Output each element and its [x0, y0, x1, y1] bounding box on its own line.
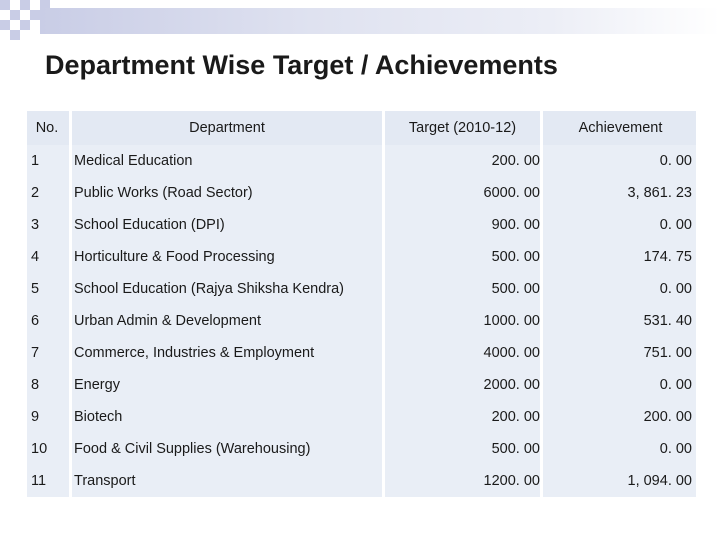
cell-achievement: 0. 00 — [659, 281, 692, 297]
cell-achievement: 1, 094. 00 — [627, 473, 693, 489]
cell-achievement: 0. 00 — [659, 441, 692, 457]
table-row: 3 School Education (DPI) 900. 00 0. 00 — [27, 209, 696, 241]
cell-no: 2 — [31, 185, 40, 201]
table-row: 1 Medical Education 200. 00 0. 00 — [27, 145, 696, 177]
header-achievement: Achievement — [578, 120, 663, 136]
table-row: 11 Transport 1200. 00 1, 094. 00 — [27, 465, 696, 497]
cell-department: Commerce, Industries & Employment — [74, 345, 315, 361]
cell-target: 200. 00 — [491, 153, 540, 169]
header-department: Department — [189, 120, 265, 136]
table-row: 6 Urban Admin & Development 1000. 00 531. 4… — [27, 305, 696, 337]
cell-target: 500. 00 — [491, 441, 540, 457]
table-row: 2 Public Works (Road Sector) 6000. 00 3, 86… — [27, 177, 696, 209]
cell-achievement: 200. 00 — [643, 409, 692, 425]
cell-department: Biotech — [74, 409, 123, 425]
cell-no: 3 — [31, 217, 40, 233]
cell-achievement: 3, 861. 23 — [627, 185, 693, 201]
cell-no: 9 — [31, 409, 40, 425]
cell-no: 6 — [31, 313, 40, 329]
cell-department: Transport — [74, 473, 136, 489]
cell-target: 500. 00 — [491, 281, 540, 297]
cell-no: 8 — [31, 377, 40, 393]
cell-achievement: 531. 40 — [643, 313, 692, 329]
cell-achievement: 0. 00 — [659, 153, 692, 169]
cell-department: Urban Admin & Development — [74, 313, 261, 329]
targets-table: No. Department Target (2010-12) Achievem… — [27, 111, 696, 497]
cell-target: 1000. 00 — [483, 313, 540, 329]
cell-no: 1 — [31, 153, 40, 169]
cell-department: School Education (DPI) — [74, 217, 225, 233]
table-row: 8 Energy 2000. 00 0. 00 — [27, 369, 696, 401]
cell-target: 4000. 00 — [483, 345, 540, 361]
cell-target: 200. 00 — [491, 409, 540, 425]
cell-department: School Education (Rajya Shiksha Kendra) — [74, 281, 345, 297]
page-title: Department Wise Target / Achievements — [45, 50, 558, 80]
cell-achievement: 751. 00 — [643, 345, 692, 361]
cell-no: 7 — [31, 345, 40, 361]
table-row: 5 School Education (Rajya Shiksha Kendra)… — [27, 273, 696, 305]
cell-target: 6000. 00 — [483, 185, 540, 201]
cell-no: 11 — [31, 473, 47, 489]
cell-target: 2000. 00 — [483, 377, 540, 393]
table-header-row: No. Department Target (2010-12) Achievem… — [27, 111, 696, 145]
cell-achievement: 0. 00 — [659, 377, 692, 393]
header-no: No. — [35, 120, 59, 136]
cell-achievement: 0. 00 — [659, 217, 692, 233]
cell-target: 500. 00 — [491, 249, 540, 265]
cell-department: Food & Civil Supplies (Warehousing) — [74, 441, 311, 457]
cell-no: 10 — [31, 441, 48, 457]
cell-no: 4 — [31, 249, 40, 265]
cell-department: Horticulture & Food Processing — [74, 249, 275, 265]
table-row: 4 Horticulture & Food Processing 500. 00 17… — [27, 241, 696, 273]
cell-target: 1200. 00 — [483, 473, 540, 489]
table-row: 10 Food & Civil Supplies (Warehousing) 500… — [27, 433, 696, 465]
cell-target: 900. 00 — [491, 217, 540, 233]
table-row: 7 Commerce, Industries & Employment 4000. … — [27, 337, 696, 369]
cell-department: Public Works (Road Sector) — [74, 185, 253, 201]
cell-achievement: 174. 75 — [643, 249, 692, 265]
cell-department: Energy — [74, 377, 120, 393]
table-row: 9 Biotech 200. 00 200. 00 — [27, 401, 696, 433]
cell-no: 5 — [31, 281, 40, 297]
decorative-checker-pattern — [0, 0, 60, 50]
decorative-banner — [40, 8, 720, 34]
header-target: Target (2010-12) — [408, 120, 517, 136]
cell-department: Medical Education — [74, 153, 193, 169]
